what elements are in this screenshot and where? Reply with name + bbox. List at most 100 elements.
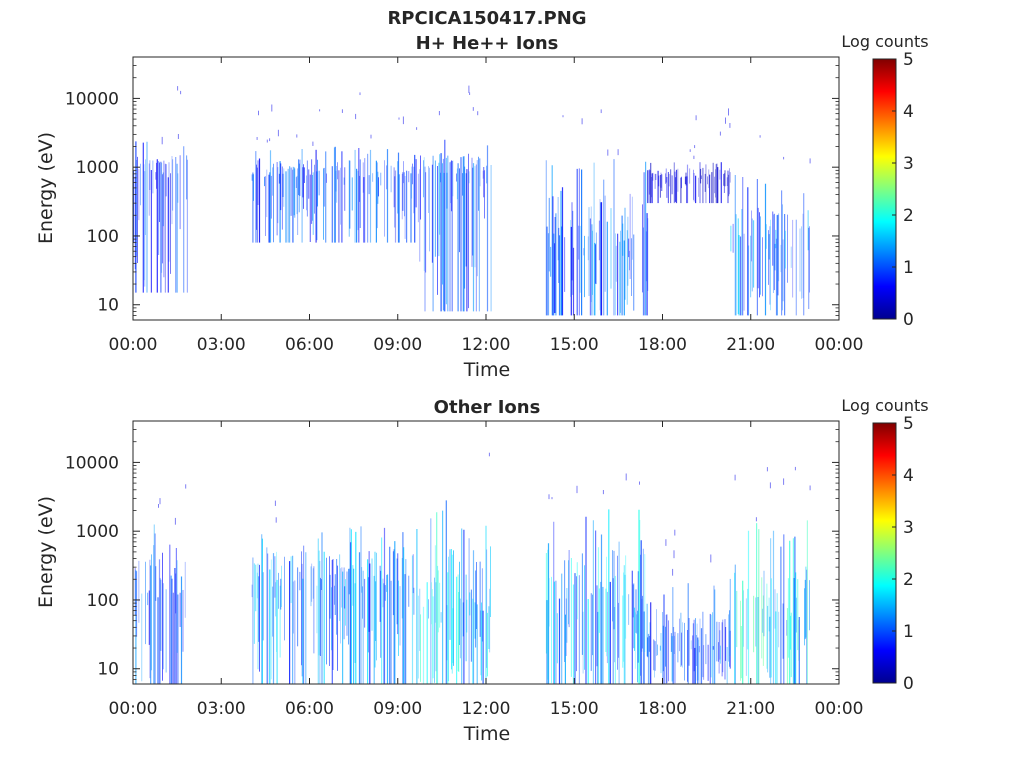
x-tick-label: 18:00 [638,699,687,719]
figure-title: RPCICA150417.PNG [387,8,586,29]
spectrogram-speckle [312,141,314,146]
spectrogram-speckle [725,117,726,124]
spectrogram-speckle [809,485,811,491]
colorbar-tick-label: 0 [903,674,914,694]
y-tick-label: 10000 [65,89,119,109]
data-segment [545,473,648,684]
spectrogram-speckle [469,92,471,95]
y-tick-label: 10 [97,660,119,680]
data-segment [545,109,649,316]
spectrogram-speckle [161,136,163,145]
y-tick-label: 10 [97,296,119,316]
spectrogram-speckle [600,109,602,114]
spectrogram-speckle [258,110,259,116]
data-segment [132,86,188,293]
spectrogram-speckle [355,113,357,120]
spectrogram-speckle [607,149,609,156]
y-tick-label: 100 [87,227,119,247]
x-tick-label: 00:00 [109,335,158,355]
data-segment [134,484,187,684]
y-tick-label: 1000 [76,158,119,178]
x-tick-label: 03:00 [197,699,246,719]
spectrogram-speckle [625,473,627,481]
plot-frame [132,56,840,321]
spectrogram-speckle [695,115,697,121]
colorbar-tick-label: 5 [903,414,914,434]
data-segment [417,452,491,684]
y-tick-label: 100 [87,591,119,611]
spectrogram-speckle [256,137,258,140]
spectrogram-speckle [177,134,179,139]
spectrogram-speckle [728,108,729,116]
x-tick-label: 21:00 [726,335,775,355]
colorbar-ticks: 0 1 2 3 4 5 [892,50,914,330]
data-segment [417,85,492,312]
colorbar-gradient [872,422,897,684]
spectrogram-speckle [576,485,578,494]
x-tick-label: 18:00 [638,335,687,355]
y-axis-label: Energy (eV) [35,132,57,244]
chart-title: H+ He++ Ions [416,33,559,54]
x-tick-label: 00:00 [109,699,158,719]
spectrogram-speckle [180,90,182,95]
spectrogram-speckle [710,554,712,563]
spectrogram-speckle [477,111,479,116]
panel-h-he-ions: H+ He++ Ions 00:00 03:00 06:00 09:00 12:00 15… [35,32,929,381]
colorbar-label: Log counts [841,32,928,51]
spectrogram-speckle [269,138,271,142]
panel-other-ions: Other Ions 00:00 03:00 06:00 09:00 12:00 15:0… [35,396,929,745]
spectrogram-speckle [548,494,550,500]
spectrogram-speckle [639,481,640,485]
spectrogram-speckle [468,85,470,93]
spectrogram-speckle [341,109,343,113]
spectrogram-speckle [438,111,440,116]
spectrogram-speckle [694,145,696,149]
spectrogram-speckle [158,504,159,508]
spectrogram-area [134,452,811,684]
x-tick-label: 00:00 [815,335,864,355]
colorbar-tick-label: 5 [903,50,914,70]
data-segment [647,108,731,204]
spectrogram-speckle [275,517,277,523]
y-axis-label: Energy (eV) [35,496,57,608]
spectrogram-speckle [674,529,676,536]
colorbar-label: Log counts [841,396,928,415]
spectrogram-speckle [185,484,187,489]
x-tick-label: 03:00 [197,335,246,355]
spectrogram-speckle [766,467,768,472]
colorbar-tick-label: 4 [903,102,914,122]
spectrogram-speckle [734,474,736,481]
colorbar: 0 1 2 3 4 5 Log counts [841,396,928,694]
colorbar-tick-label: 2 [903,206,914,226]
colorbar-tick-label: 1 [903,258,914,278]
spectrogram-speckle [665,539,667,546]
colorbar-ticks: 0 1 2 3 4 5 [892,414,914,694]
spectrogram-speckle [783,156,785,160]
spectrogram-speckle [769,482,771,489]
x-tick-label: 12:00 [462,699,511,719]
colorbar-tick-label: 2 [903,570,914,590]
spectrogram-speckle [177,86,179,91]
data-segment [730,135,811,316]
x-tick-label: 09:00 [373,335,422,355]
spectrogram-speckle [398,117,400,120]
data-segment [251,500,418,684]
spectrogram-speckle [159,498,161,505]
spectrogram-speckle [759,135,761,138]
colorbar-gradient [872,58,897,320]
spectrogram-speckle [693,155,695,160]
spectrogram-speckle [488,452,490,457]
spectrogram-speckle [719,131,721,136]
spectrogram-speckle [296,134,298,138]
spectrogram-speckle [562,115,564,118]
x-axis-label: Time [463,359,511,381]
y-tick-label: 10000 [65,453,119,473]
x-tick-label: 21:00 [726,699,775,719]
y-tick-label: 1000 [76,522,119,542]
colorbar-tick-label: 3 [903,154,914,174]
spectrogram-speckle [783,478,785,485]
spectrogram-speckle [755,517,757,522]
x-axis: 00:00 03:00 06:00 09:00 12:00 15:00 18:00 21:00… [109,57,864,355]
spectrogram-speckle [319,109,321,112]
